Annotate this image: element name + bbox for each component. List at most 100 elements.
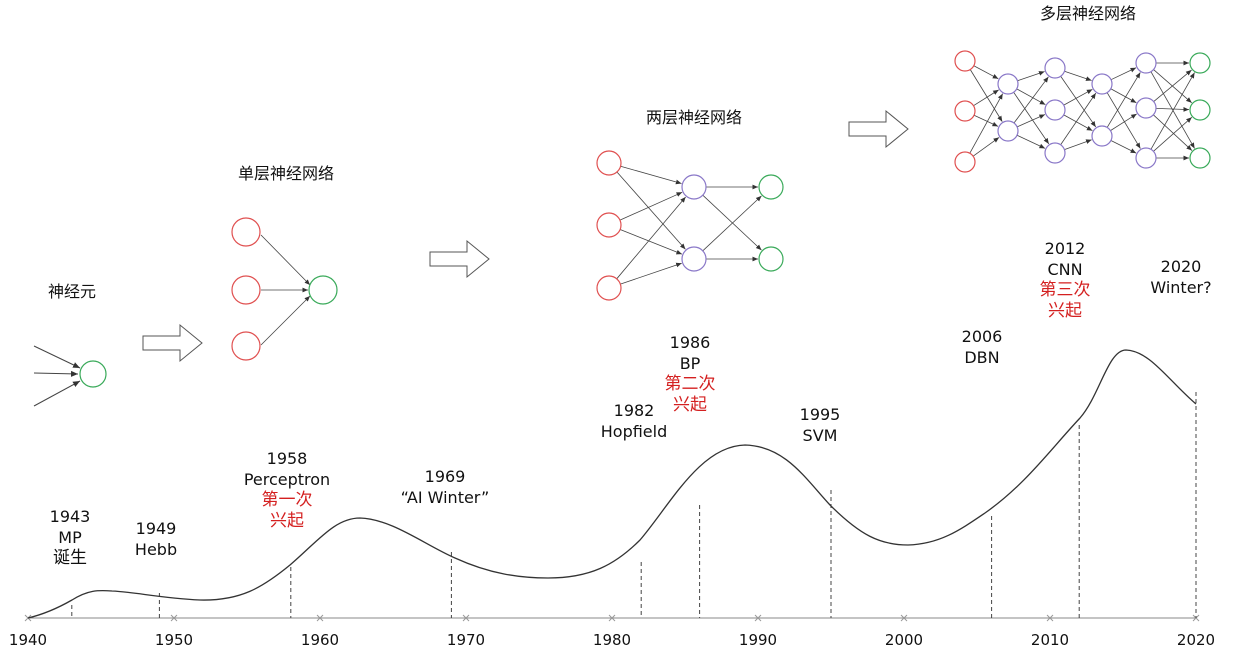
- connection-edge: [1110, 113, 1137, 131]
- connection-edge: [1110, 140, 1137, 154]
- connection-edge: [1016, 134, 1046, 149]
- connection-edge: [702, 194, 762, 251]
- network-node: [997, 120, 1019, 142]
- axis-tick-label: 1960: [300, 631, 340, 649]
- connection-edge: [702, 195, 762, 252]
- network-node: [596, 212, 622, 238]
- axis-tick-label: 1980: [592, 631, 632, 649]
- multi-layer-title: 多层神经网络: [1039, 4, 1137, 23]
- timeline: [24, 349, 1200, 622]
- connection-edge: [1016, 88, 1046, 106]
- connection-edge: [620, 262, 682, 285]
- connection-edge: [616, 171, 686, 250]
- connection-edge: [1013, 76, 1049, 124]
- connection-edge: [1153, 69, 1192, 102]
- axis-tick-mark: [900, 614, 908, 622]
- connection-edge: [1150, 71, 1195, 149]
- network-node: [1135, 147, 1157, 169]
- network-node: [758, 246, 784, 272]
- connection-edge: [1155, 106, 1190, 112]
- network-node: [954, 100, 976, 122]
- connection-edge: [973, 65, 999, 80]
- network-node: [1189, 147, 1211, 169]
- connection-edge: [1060, 92, 1097, 145]
- network-node: [1135, 52, 1157, 74]
- connection-edge: [1017, 71, 1045, 82]
- network-node: [596, 150, 622, 176]
- event-1986: 1986 BP 第二次 兴起: [664, 333, 716, 415]
- connection-edge: [1063, 114, 1093, 132]
- network-node: [1044, 57, 1066, 79]
- network-node: [681, 174, 707, 200]
- network-node: [1189, 99, 1211, 121]
- event-1982: 1982 Hopfield: [600, 401, 668, 441]
- connection-edge: [973, 114, 999, 127]
- connection-edge: [1150, 72, 1195, 150]
- axis-tick-mark: [170, 614, 178, 622]
- single-layer-title: 单层神经网络: [237, 164, 335, 183]
- event-2006: 2006 DBN: [961, 327, 1003, 367]
- axis-tick-mark: [462, 614, 470, 622]
- network-node: [1044, 142, 1066, 164]
- event-2020: 2020 Winter?: [1150, 257, 1212, 297]
- connection-edge: [1063, 88, 1093, 106]
- neuron-title: 神经元: [47, 282, 97, 301]
- network-node: [681, 246, 707, 272]
- axis-tick-label: 2000: [884, 631, 924, 649]
- axis-tick-label: 1990: [738, 631, 778, 649]
- neuron-diagram: [33, 345, 107, 407]
- axis-tick-label: 2020: [1176, 631, 1216, 649]
- axis-tick-mark: [316, 614, 324, 622]
- connection-edge: [1110, 67, 1137, 81]
- network-node: [1135, 97, 1157, 119]
- connection-edge: [1110, 88, 1137, 104]
- progress-arrow-icon: [848, 109, 909, 149]
- network-node: [997, 73, 1019, 95]
- connection-edge: [619, 191, 683, 221]
- network-node: [1091, 125, 1113, 147]
- connection-edge: [1016, 114, 1046, 128]
- axis-tick-mark: [1046, 614, 1054, 622]
- event-1949: 1949 Hebb: [134, 519, 178, 559]
- connection-edge: [1153, 114, 1193, 151]
- event-1958: 1958 Perceptron 第一次 兴起: [243, 449, 331, 531]
- network-node: [758, 174, 784, 200]
- network-node: [954, 151, 976, 173]
- two-layer-network: [596, 150, 784, 301]
- connection-edge: [1153, 117, 1193, 152]
- popularity-curve: [27, 349, 1197, 619]
- single-layer-network: [231, 217, 338, 361]
- two-layer-title: 两层神经网络: [645, 108, 743, 127]
- connection-edge: [1060, 75, 1097, 128]
- event-2012: 2012 CNN 第三次 兴起: [1039, 239, 1091, 321]
- event-1969: 1969 “AI Winter”: [400, 467, 490, 507]
- event-1943: 1943 MP 诞生: [49, 507, 91, 568]
- network-node: [1091, 73, 1113, 95]
- axis-tick-label: 1940: [8, 631, 48, 649]
- connection-edge: [1013, 92, 1050, 145]
- axis-tick-mark: [754, 614, 762, 622]
- connection-edge: [616, 196, 686, 280]
- connection-edge: [620, 165, 682, 185]
- progress-arrow-icon: [429, 239, 490, 279]
- network-node: [1044, 99, 1066, 121]
- connection-edge: [973, 89, 999, 107]
- neuron-node: [79, 360, 107, 388]
- connection-edge: [969, 69, 1003, 122]
- multi-layer-network: [954, 50, 1211, 173]
- axis-tick-label: 2010: [1030, 631, 1070, 649]
- axis-tick-label: 1970: [446, 631, 486, 649]
- axis-tick-mark: [608, 614, 616, 622]
- connection-edge: [972, 137, 1000, 157]
- connection-edge: [1064, 70, 1092, 81]
- event-1995: 1995 SVM: [799, 405, 841, 445]
- connection-edge: [1106, 92, 1141, 149]
- connection-edge: [1106, 72, 1141, 128]
- network-node: [1189, 52, 1211, 74]
- network-node: [954, 50, 976, 72]
- axis-tick-label: 1950: [154, 631, 194, 649]
- network-node: [596, 275, 622, 301]
- connection-edge: [1064, 139, 1092, 150]
- connection-edge: [969, 93, 1004, 154]
